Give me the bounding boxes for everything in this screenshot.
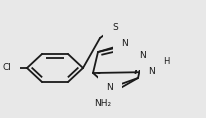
Text: N: N bbox=[149, 67, 155, 76]
Text: Cl: Cl bbox=[2, 63, 11, 72]
Text: H: H bbox=[163, 57, 169, 67]
Text: S: S bbox=[112, 23, 118, 32]
Text: N: N bbox=[122, 40, 128, 48]
Text: N: N bbox=[140, 51, 146, 61]
Text: N: N bbox=[107, 84, 113, 93]
Text: NH₂: NH₂ bbox=[94, 99, 112, 108]
